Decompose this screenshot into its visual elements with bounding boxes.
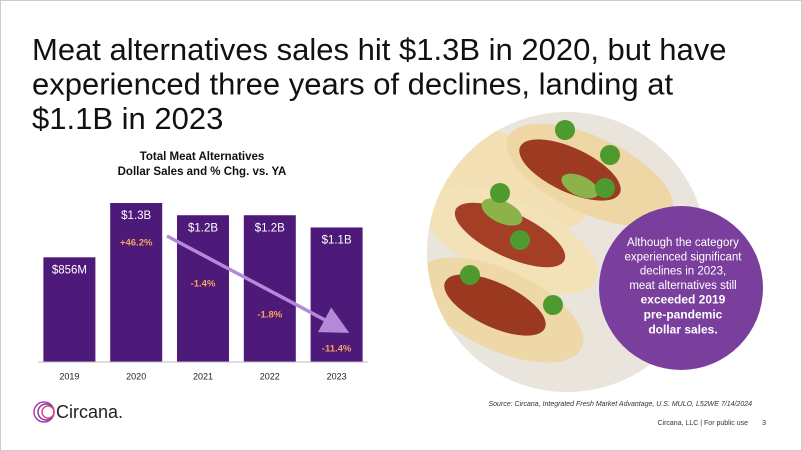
pct-change-label: +46.2%: [120, 238, 153, 249]
page-number: 3: [762, 420, 766, 427]
callout-line: experienced significant: [625, 251, 743, 263]
title-line: experienced three years of declines, lan…: [32, 67, 673, 102]
title-line: $1.1B in 2023: [32, 101, 223, 136]
x-tick-label: 2019: [59, 371, 79, 381]
bar: [43, 257, 96, 362]
bar: [310, 227, 363, 362]
x-tick-label: 2020: [126, 371, 146, 381]
x-tick-label: 2022: [260, 371, 280, 381]
slide-title: Meat alternatives sales hit $1.3B in 202…: [32, 32, 727, 136]
bar: [243, 215, 296, 362]
bar: [177, 215, 229, 362]
value-label: $1.1B: [322, 234, 352, 246]
bar: [110, 203, 163, 362]
value-label: $1.2B: [188, 222, 218, 234]
x-tick-label: 2021: [193, 371, 213, 381]
value-label: $1.2B: [255, 222, 285, 234]
pct-change-label: -1.8%: [257, 310, 282, 321]
logo-text: Circana.: [56, 402, 123, 422]
value-label: $1.3B: [121, 210, 151, 222]
footer: Circana, LLC | For public use: [657, 420, 748, 427]
callout-line: meat alternatives still: [629, 280, 736, 292]
callout-line: Although the category: [627, 237, 739, 249]
callout-bold-line: dollar sales.: [648, 322, 717, 336]
trend-arrow: [166, 234, 350, 333]
chart: Total Meat Alternatives Dollar Sales and …: [43, 151, 363, 381]
callout-bold-line: exceeded 2019: [641, 292, 726, 306]
callout-bold-line: pre-pandemic: [644, 307, 723, 321]
title-line: Meat alternatives sales hit $1.3B in 202…: [32, 32, 727, 67]
logo: Circana.: [33, 401, 123, 423]
value-label: $856M: [52, 264, 87, 276]
pct-change-label: -1.4%: [191, 279, 216, 290]
callout-line: declines in 2023,: [640, 266, 726, 278]
pct-change-label: -11.4%: [322, 344, 352, 355]
chart-title: Total Meat Alternatives: [140, 151, 265, 163]
x-tick-label: 2023: [327, 371, 347, 381]
source: Source: Circana, Integrated Fresh Market…: [488, 401, 752, 408]
chart-title: Dollar Sales and % Chg. vs. YA: [118, 166, 287, 178]
callout: Although the category experienced signifi…: [625, 237, 743, 336]
callout-circle: [599, 206, 763, 370]
